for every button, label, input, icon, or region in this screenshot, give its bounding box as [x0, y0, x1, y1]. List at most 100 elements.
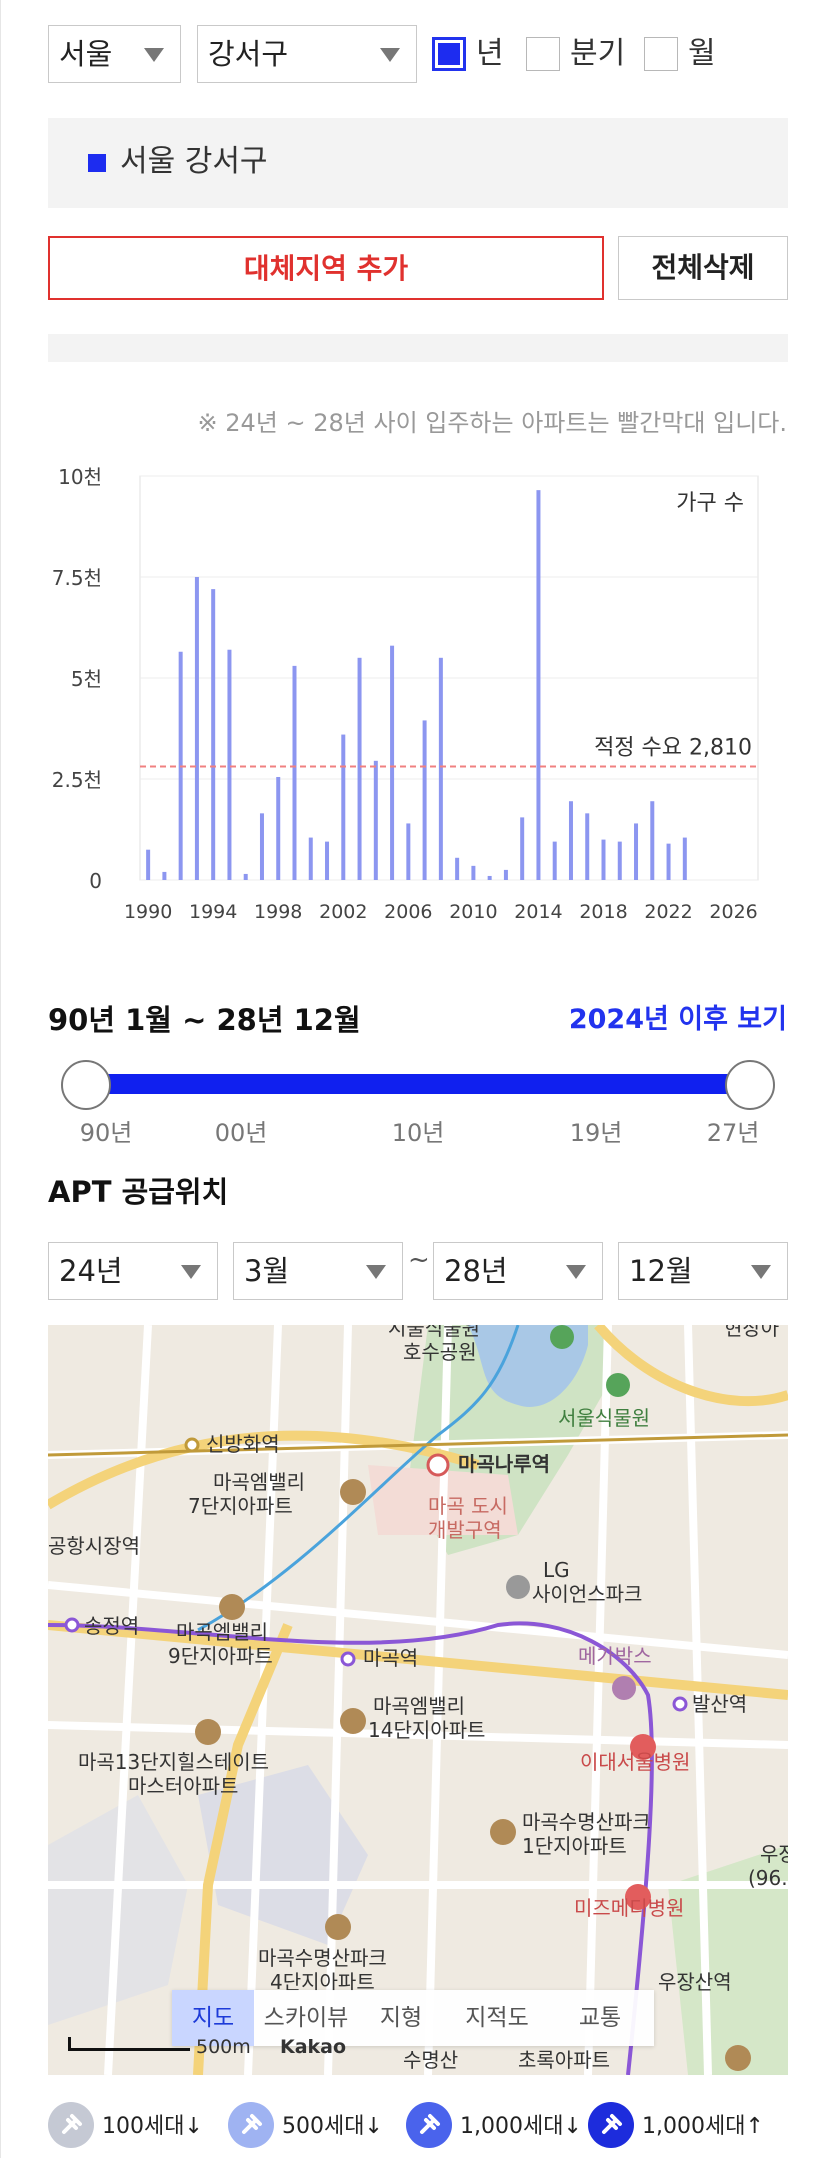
map-tab-cadastral[interactable]: 지적도: [465, 2005, 529, 2031]
pin-icon: [48, 2102, 94, 2148]
x-tick-label: 1998: [254, 901, 302, 923]
slider-tick: 27년: [706, 1119, 760, 1147]
checkbox-month[interactable]: [644, 37, 678, 71]
bar: [650, 801, 655, 880]
checkbox-quarter[interactable]: [526, 37, 560, 71]
map-label: 마곡엠밸리: [176, 1620, 268, 1644]
range-separator: ~: [408, 1245, 430, 1275]
map-labels: 시울식물원 호수공원 서울식물원 신방화역 마곡나루역 마곡엠밸리 7단지아파트…: [48, 1325, 788, 2072]
lg-science-park-marker: [506, 1575, 530, 1599]
from-year-value: 24년: [59, 1254, 123, 1288]
map-tab-terrain[interactable]: 지형: [379, 2005, 423, 2031]
from-year-select[interactable]: 24년: [48, 1242, 218, 1300]
household-legend: 100세대↓ 500세대↓ 1,000세대↓ 1,000세대↑: [48, 2100, 808, 2152]
map-label: 마곡수명산파크: [522, 1810, 651, 1834]
slider-track[interactable]: [86, 1074, 750, 1094]
bar: [585, 813, 590, 880]
map-label: 우장: [760, 1842, 788, 1866]
bar: [682, 837, 687, 880]
pin-icon: [228, 2102, 274, 2148]
period-slider[interactable]: 90년 00년 10년 19년 27년: [48, 1060, 788, 1170]
bar: [568, 801, 573, 880]
bar: [292, 665, 297, 880]
to-year-select[interactable]: 28년: [433, 1242, 603, 1300]
x-tick-label: 1994: [189, 901, 237, 923]
pin-icon: [406, 2102, 452, 2148]
slider-end-handle[interactable]: [725, 1060, 775, 1110]
to-month-select[interactable]: 12월: [618, 1242, 788, 1300]
chart-legend-label: 가구 수: [676, 491, 744, 516]
bar: [162, 871, 167, 880]
delete-all-button[interactable]: 전체삭제: [618, 236, 788, 300]
legend-label: 1,000세대↑: [642, 2114, 764, 2139]
bar: [341, 734, 346, 880]
x-tick-label: 2002: [319, 901, 367, 923]
view-after-2024-link[interactable]: 2024년 이후 보기: [568, 1004, 787, 1035]
map-label: 마곡엠밸리: [213, 1470, 305, 1494]
y-tick-label: 7.5천: [52, 566, 102, 590]
from-month-value: 3월: [244, 1254, 290, 1288]
chevron-down-icon: [380, 48, 400, 62]
bar: [276, 776, 281, 880]
map-label: 마곡나루역: [458, 1452, 550, 1476]
map-label: 마곡 도시: [428, 1494, 508, 1518]
checkbox-month-label: 월: [688, 36, 716, 71]
x-tick-label: 2010: [449, 901, 497, 923]
checkbox-year[interactable]: [432, 37, 466, 71]
selected-region-label: 서울 강서구: [120, 144, 268, 179]
city-select[interactable]: 서울: [48, 25, 181, 83]
x-tick-label: 2006: [384, 901, 432, 923]
map-tab-map[interactable]: 지도: [172, 1990, 254, 2046]
supply-chart: 10천 7.5천 5천 2.5천 0 1990 1994 1998 2002 2006 2010 20…: [40, 448, 800, 948]
x-tick-label: 2026: [709, 901, 757, 923]
legend-label: 1,000세대↓: [460, 2114, 582, 2139]
map-label: 개발구역: [428, 1518, 502, 1542]
slider-tick: 90년: [79, 1119, 133, 1147]
bar: [503, 869, 508, 880]
park-markers: [550, 1325, 630, 1397]
map-label: LG: [543, 1558, 570, 1582]
x-tick-label: 2018: [579, 901, 627, 923]
left-border: [0, 0, 1, 2158]
apartment-markers: [195, 1479, 751, 2071]
airport-area: [198, 1765, 368, 1945]
y-tick-label: 10천: [58, 465, 102, 489]
map-label: 공항시장역: [48, 1534, 140, 1558]
add-alternative-region-button[interactable]: 대체지역 추가: [48, 236, 604, 300]
map-canvas[interactable]: 시울식물원 호수공원 서울식물원 신방화역 마곡나루역 마곡엠밸리 7단지아파트…: [48, 1325, 788, 2075]
map-tab-skyview[interactable]: 스카이뷰: [263, 2005, 349, 2031]
supply-map[interactable]: 시울식물원 호수공원 서울식물원 신방화역 마곡나루역 마곡엠밸리 7단지아파트…: [48, 1325, 788, 2075]
map-label: 9단지아파트: [168, 1644, 273, 1668]
bar: [487, 875, 492, 880]
checkbox-quarter-label: 분기: [570, 36, 626, 71]
map-label: 호수공원: [403, 1340, 477, 1364]
map-label: 7단지아파트: [188, 1494, 293, 1518]
hospital-markers: [625, 1734, 656, 1910]
chevron-down-icon: [566, 1265, 586, 1279]
map-label: 사이언스파크: [532, 1582, 642, 1606]
from-month-select[interactable]: 3월: [233, 1242, 403, 1300]
region-color-marker: [88, 154, 106, 172]
x-tick-label: 1990: [124, 901, 172, 923]
map-label: 1단지아파트: [522, 1834, 627, 1858]
district-select[interactable]: 강서구: [197, 25, 417, 83]
section-divider: [48, 334, 788, 362]
map-label: 수명산: [403, 2048, 458, 2072]
map-label: 마곡역: [363, 1646, 418, 1670]
bar: [194, 577, 199, 880]
bar: [390, 645, 395, 880]
x-tick-label: 2014: [514, 901, 562, 923]
map-label: 마스터아파트: [128, 1774, 238, 1798]
slider-start-handle[interactable]: [61, 1060, 111, 1110]
bar: [520, 817, 525, 880]
map-tab-traffic[interactable]: 교통: [578, 2005, 622, 2031]
to-month-value: 12월: [629, 1254, 693, 1288]
legend-label: 100세대↓: [102, 2114, 203, 2139]
slider-tick: 10년: [391, 1119, 445, 1147]
bar: [259, 813, 264, 880]
map-label: 초록아파트: [518, 2048, 610, 2072]
map-label: 이대서울병원: [580, 1750, 690, 1774]
reference-line-label: 적정 수요 2,810: [594, 735, 752, 760]
map-label: 시울식물원: [388, 1325, 480, 1340]
chevron-down-icon: [144, 48, 164, 62]
